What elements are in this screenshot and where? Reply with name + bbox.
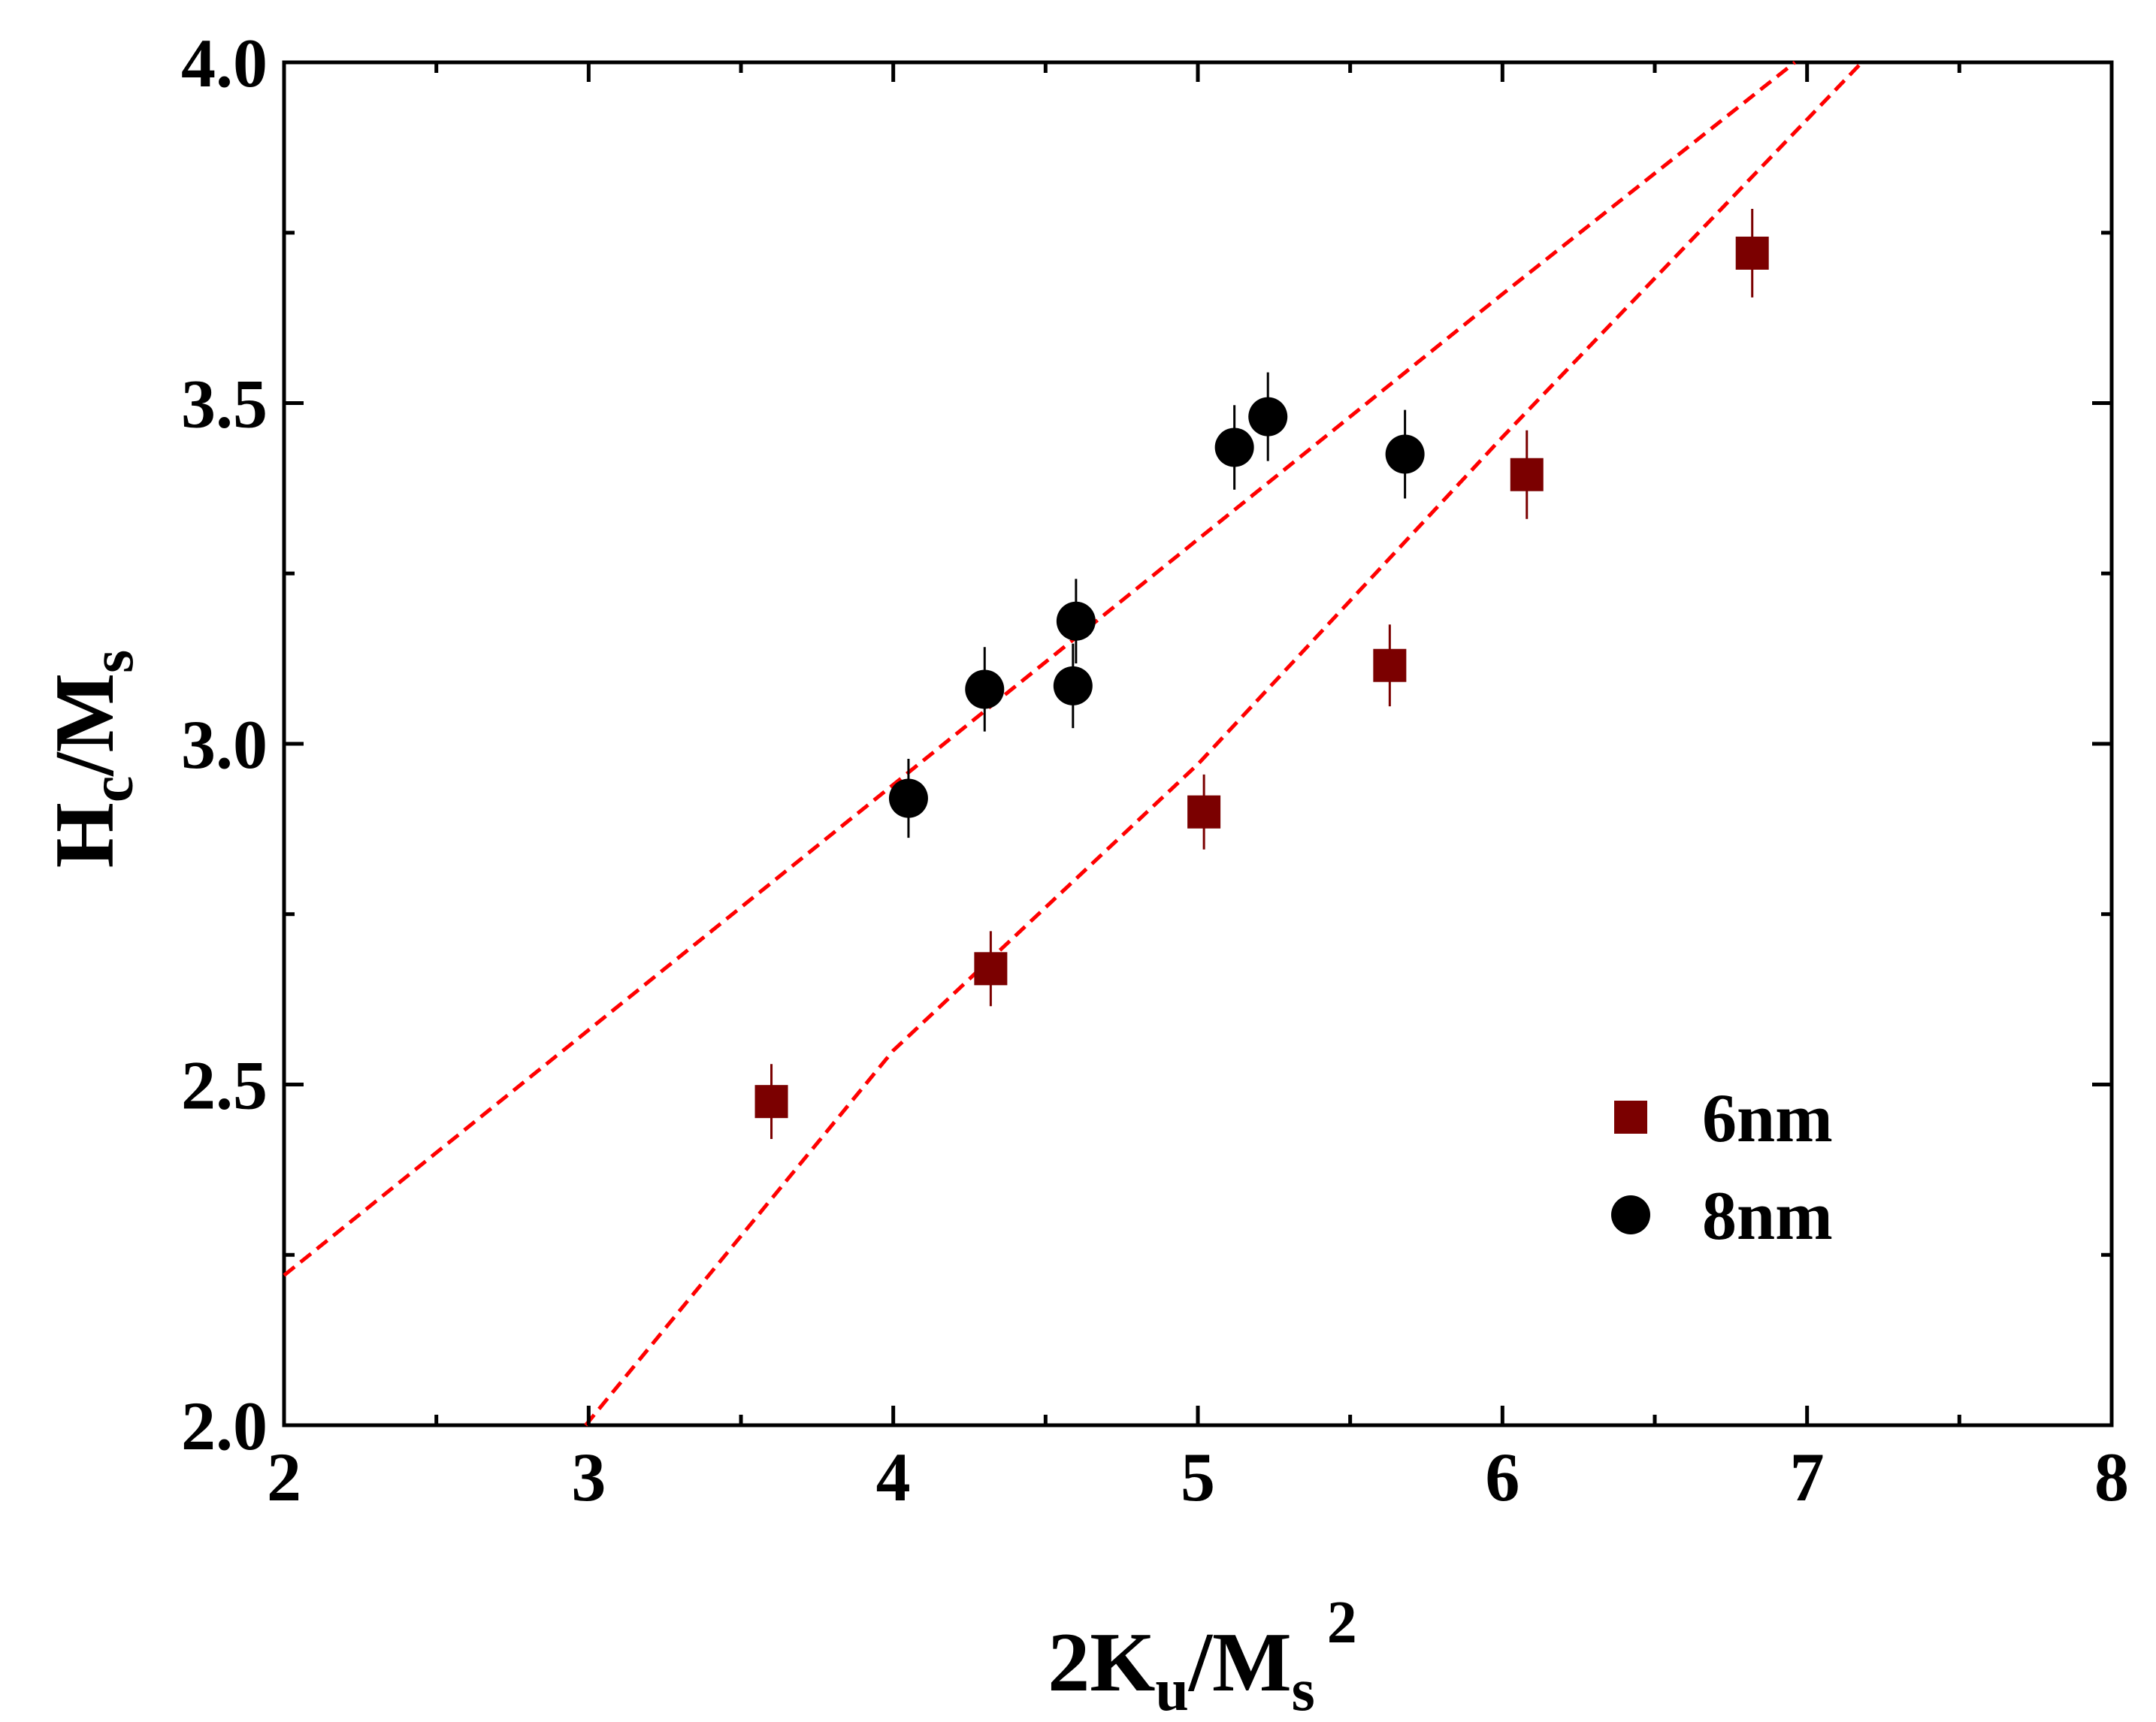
- legend-marker-8nm: [1611, 1195, 1650, 1234]
- point-6nm: [974, 952, 1008, 986]
- point-6nm: [1373, 648, 1407, 682]
- y-tick-label: 3.5: [181, 366, 268, 443]
- axis-ticks: 2 3 4 5 6 7 8 2.0 2.5 3.0 3.5 4.0: [181, 25, 2129, 1515]
- point-8nm: [1385, 434, 1425, 474]
- point-8nm: [1053, 666, 1093, 705]
- point-8nm: [1056, 601, 1096, 641]
- legend-label-6nm: 6nm: [1702, 1080, 1833, 1156]
- legend-marker-6nm: [1614, 1101, 1647, 1134]
- x-tick-label: 4: [876, 1439, 911, 1515]
- x-tick-label: 5: [1181, 1439, 1215, 1515]
- legend-label-8nm: 8nm: [1702, 1177, 1833, 1254]
- x-tick-label: 3: [571, 1439, 606, 1515]
- y-tick-label: 2.0: [181, 1388, 268, 1464]
- point-8nm: [1248, 397, 1288, 437]
- point-6nm: [1187, 795, 1221, 829]
- y-tick-label: 4.0: [181, 25, 268, 101]
- point-6nm: [754, 1085, 788, 1119]
- fit-line-6nm: [584, 61, 1864, 1427]
- x-tick-label: 6: [1485, 1439, 1519, 1515]
- x-tick-label: 7: [1790, 1439, 1825, 1515]
- point-6nm: [1510, 458, 1544, 491]
- plot-frame: [282, 60, 2114, 1427]
- plot-area: [282, 60, 2114, 1427]
- point-8nm: [1214, 427, 1254, 467]
- point-6nm: [1735, 236, 1769, 270]
- fit-lines: [283, 61, 1864, 1427]
- fit-line-8nm: [283, 61, 1797, 1277]
- y-axis-label: Hc/Ms: [38, 650, 146, 869]
- point-8nm: [888, 778, 928, 818]
- data-points: [754, 209, 1769, 1140]
- y-tick-label: 2.5: [181, 1047, 268, 1124]
- x-axis-label: 2Ku/Ms2: [1048, 1590, 1357, 1722]
- x-tick-label: 2: [267, 1439, 301, 1515]
- point-8nm: [965, 669, 1005, 709]
- x-tick-label: 8: [2094, 1439, 2129, 1515]
- y-tick-label: 3.0: [181, 706, 268, 783]
